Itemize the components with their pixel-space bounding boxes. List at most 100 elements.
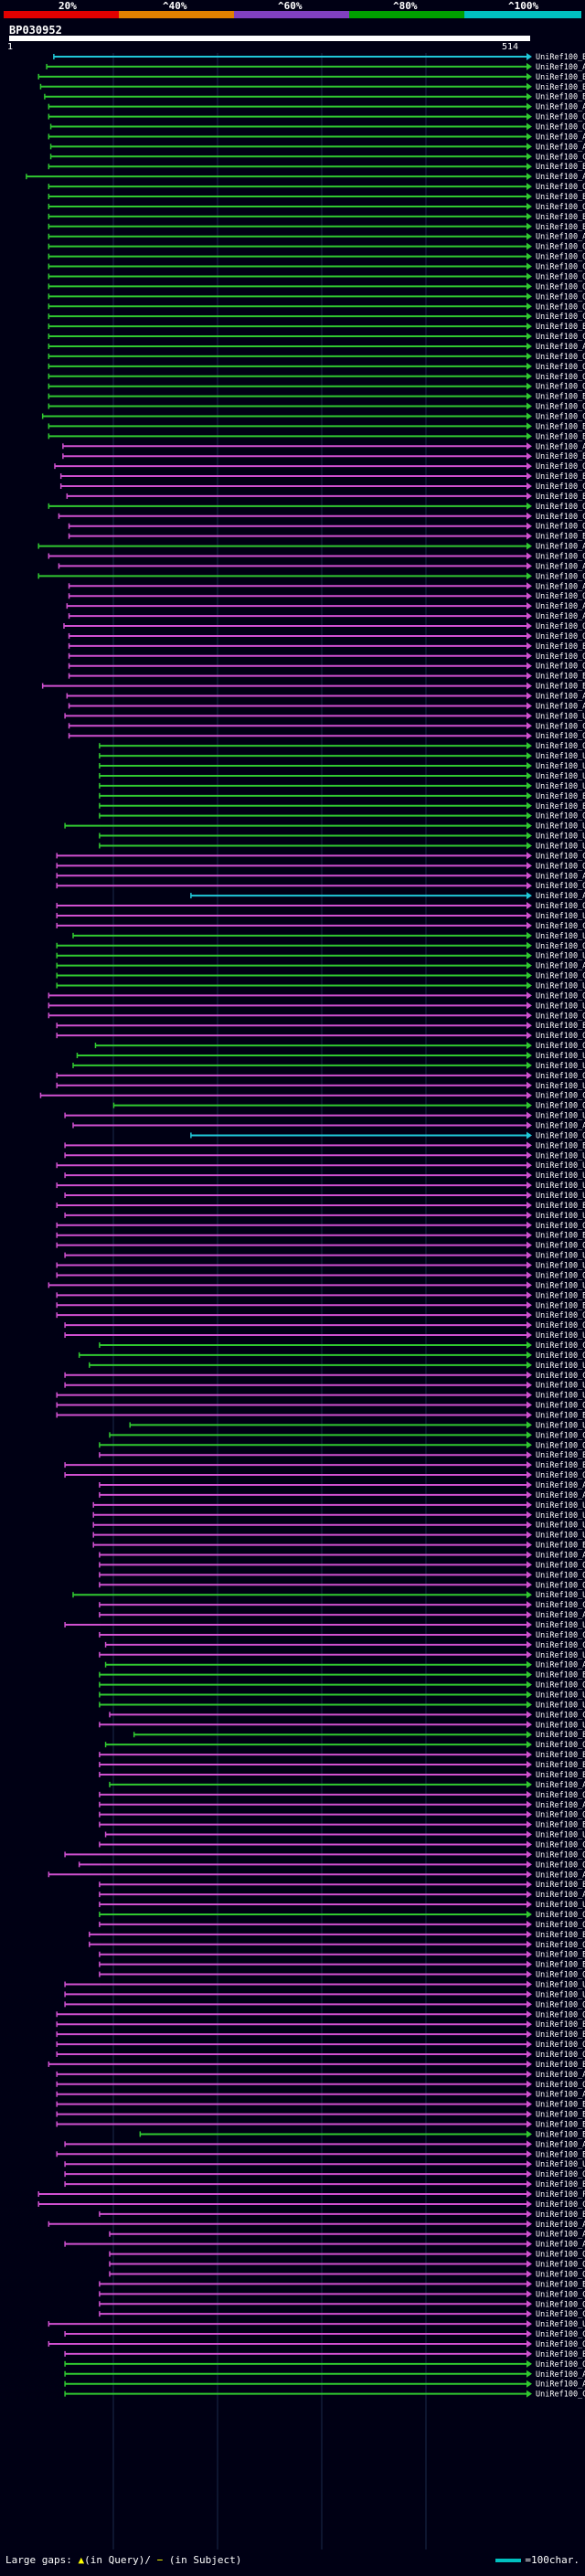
hit-row[interactable]: UniRef100_Q6K5K6 [48,202,585,212]
hit-row[interactable]: UniRef100_Q94G77 [48,382,585,392]
hit-row[interactable]: UniRef100_A8J1F0 [48,2220,585,2230]
hit-label[interactable]: UniRef100_B9RMR0 [536,93,585,102]
hit-label[interactable]: UniRef100_Q8F5M0 [536,1131,585,1140]
hit-label[interactable]: UniRef100_B9WNB3 [536,1961,585,1970]
hit-label[interactable]: UniRef100_Q0VSE7 [536,1921,585,1930]
hit-label[interactable]: UniRef100_B0WDR4 [536,2210,585,2220]
hit-label[interactable]: UniRef100_Q24478 [536,302,585,312]
hit-row[interactable]: UniRef100_C4JG42 [64,2330,585,2339]
hit-row[interactable]: UniRef100_B8C2C9 [66,492,585,502]
hit-label[interactable]: UniRef100_B4QVQ6 [536,1451,585,1460]
hit-row[interactable]: UniRef100_UP1000... [99,1721,585,1730]
hit-label[interactable]: UniRef100_Q16V95 [536,2270,585,2279]
hit-label[interactable]: UniRef100_UP1000... [536,952,585,961]
hit-label[interactable]: UniRef100_UP1000... [536,912,585,921]
hit-row[interactable]: UniRef100_C5XCX3 [48,262,585,272]
hit-row[interactable]: UniRef100_A1N2I0 [99,1800,585,1810]
hit-label[interactable]: UniRef100_B3NAI1 [536,1542,585,1551]
hit-row[interactable]: UniRef100_C6TME1 [48,313,585,322]
hit-label[interactable]: UniRef100_A8XDQ5 [536,2091,585,2100]
hit-label[interactable]: UniRef100_B4Q7H5 [536,2280,585,2289]
hit-label[interactable]: UniRef100_A5U4I0 [536,1661,585,1670]
hit-row[interactable]: UniRef100_B0WDR4 [99,2210,585,2220]
hit-row[interactable]: UniRef100_A5BWS1 [72,1121,585,1131]
hit-row[interactable]: UniRef100_Q1JR40 [56,2080,585,2090]
hit-row[interactable]: UniRef100_B4P9B7 [56,2100,585,2110]
hit-row[interactable]: UniRef100_C0SEW4 [99,2310,585,2319]
hit-row[interactable]: UniRef100_Q0L9C4 [48,362,585,372]
hit-row[interactable]: UniRef100_Q7R058 [56,862,585,871]
hit-label[interactable]: UniRef100_UniRef100_2 [536,981,585,991]
hit-row[interactable]: UniRef100_B8B0V6 [68,672,585,682]
hit-label[interactable]: UniRef100_B8LS27 [536,163,585,172]
hit-row[interactable]: UniRef100_B4NCV7 [64,1141,585,1150]
hit-row[interactable]: UniRef100_B9W0V2 [133,1731,585,1740]
hit-label[interactable]: UniRef100_UP1000... [536,1591,585,1600]
hit-label[interactable]: UniRef100_Q94G77 [536,383,585,392]
hit-label[interactable]: UniRef100_B3MRQ2 [536,1202,585,1211]
hit-label[interactable]: UniRef100_B9HTE9 [536,73,585,82]
hit-label[interactable]: UniRef100_UP1000... [536,1691,585,1701]
hit-row[interactable]: UniRef100_Q7PH88 [99,1910,585,1920]
hit-row[interactable]: UniRef100_A5PJF6 [99,1480,585,1490]
hit-label[interactable]: UniRef100_UP1000... [536,772,585,781]
hit-row[interactable]: UniRef100_C3YIB5 [39,1091,585,1101]
hit-label[interactable]: UniRef100_B9G6D2 [536,1751,585,1760]
hit-row[interactable]: UniRef100_A5U4I0 [104,1660,585,1670]
hit-row[interactable]: UniRef100_B0W0V1 [139,2130,585,2139]
hit-label[interactable]: UniRef100_UP1000... [536,1382,585,1391]
hit-label[interactable]: UniRef100_Q01ID3 [536,2051,585,2060]
hit-row[interactable]: UniRef100_B9WNB3 [99,1960,585,1970]
hit-row[interactable]: UniRef100_Q5SS41 [112,1101,585,1111]
hit-row[interactable]: UniRef100_A7P447 [49,143,585,152]
hit-row[interactable]: UniRef100_A2YC12 [66,602,585,611]
hit-label[interactable]: UniRef100_UP1000... [536,1252,585,1261]
hit-row[interactable]: UniRef100_UP1000... [99,781,585,791]
hit-label[interactable]: UniRef100_B3MK48 [536,1881,585,1890]
hit-label[interactable]: UniRef100_Q89YX3 [536,652,585,662]
hit-label[interactable]: UniRef100_B4MAE6 [536,1301,585,1310]
hit-label[interactable]: UniRef100_B4HJJ3 [536,1232,585,1241]
hit-label[interactable]: UniRef100_C0SEW4 [536,2310,585,2319]
hit-label[interactable]: UniRef100_C5Z937 [536,513,585,522]
hit-label[interactable]: UniRef100_UP1000... [536,1501,585,1511]
hit-label[interactable]: UniRef100_UP1000... [536,1651,585,1660]
hit-label[interactable]: UniRef100_B4MYY4 [536,1951,585,1960]
hit-label[interactable]: UniRef100_A2YC16 [536,582,585,591]
hit-row[interactable]: UniRef100_Q5ZA49 [68,662,585,672]
hit-row[interactable]: UniRef100_Q52PH3 [64,2359,585,2369]
hit-row[interactable]: UniRef100_Q4YLF9 [56,882,585,891]
hit-row[interactable]: UniRef100_C5WYX0 [48,552,585,562]
hit-row[interactable]: UniRef100_UP1000... [64,1111,585,1121]
hit-label[interactable]: UniRef100_Q4RKX6 [536,1352,585,1361]
hit-label[interactable]: UniRef100_UP1000... [536,1161,585,1171]
hit-row[interactable]: UniRef100_C5Z940 [37,572,585,581]
hit-label[interactable]: UniRef100_C6ZLB0 [536,972,585,981]
hit-label[interactable]: UniRef100_A7P443 [536,63,585,72]
hit-label[interactable]: UniRef100_B8B9V8 [536,533,585,542]
hit-row[interactable]: UniRef100_C5Z937 [58,512,585,522]
hit-label[interactable]: UniRef100_C1M2T0 [536,1840,585,1850]
hit-label[interactable]: UniRef100_B9RM09 [536,472,585,482]
hit-label[interactable]: UniRef100_A6H7H3 [536,962,585,971]
hit-label[interactable]: UniRef100_Q5DE94 [536,1471,585,1480]
hit-label[interactable]: UniRef100_Q7R058 [536,862,585,871]
hit-row[interactable]: UniRef100_Q8BTX9 [56,2041,585,2050]
hit-row[interactable]: UniRef100_A0B8Y7 [109,2230,585,2240]
hit-row[interactable]: UniRef100_Q7Q0F3 [49,122,585,133]
hit-row[interactable]: UniRef100_B4Q7H5 [99,2280,585,2289]
hit-label[interactable]: UniRef100_B9RMP1 [536,83,585,92]
hit-row[interactable]: UniRef100_Q9VHN8 [48,112,585,122]
hit-label[interactable]: UniRef100_B3RNI0 [536,1461,585,1470]
hit-row[interactable]: UniRef100_A0E4K1 [99,1551,585,1561]
hit-label[interactable]: UniRef100_UP1000... [536,1421,585,1430]
hit-row[interactable]: UniRef100_Q4YTC5 [56,902,585,911]
hit-row[interactable]: UniRef100_UP1000... [104,1830,585,1840]
hit-row[interactable]: UniRef100_Q16925 [104,1741,585,1750]
hit-row[interactable]: UniRef100_B3MRQ2 [56,1201,585,1211]
hit-label[interactable]: UniRef100_Q5B3L9 [536,2300,585,2309]
hit-row[interactable]: UniRef100_Q5B3L4 [99,1810,585,1820]
hit-row[interactable]: UniRef100_C1H4F7 [64,2390,585,2400]
hit-row[interactable]: UniRef100_UP1000... [56,911,585,921]
hit-row[interactable]: UniRef100_B4QVQ6 [99,1451,585,1460]
